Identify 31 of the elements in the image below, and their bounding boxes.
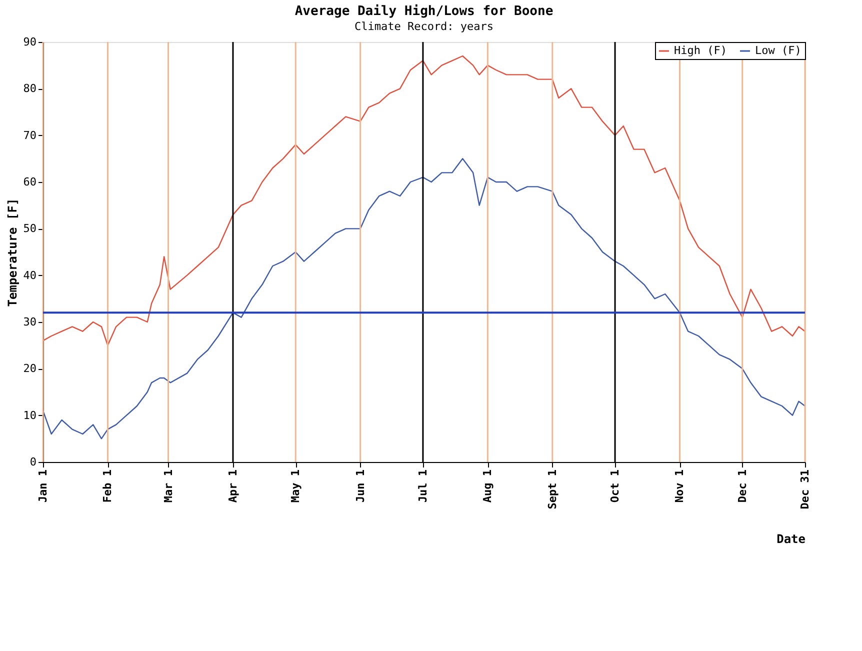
x-tick-label: Dec 31 [798, 469, 812, 510]
y-tick-label: 60 [23, 176, 36, 188]
x-tick-label: Feb 1 [101, 469, 114, 503]
y-tick-label: 30 [23, 316, 36, 328]
line-series [42, 55, 806, 346]
x-tick-label: Jul 1 [416, 469, 430, 503]
y-tick-label: 10 [23, 408, 36, 422]
y-axis-title: Temperature [F] [5, 198, 20, 307]
x-tick-label: Mar 1 [162, 469, 175, 503]
y-tick-label: 70 [23, 128, 36, 142]
x-tick-label: Aug 1 [481, 469, 494, 503]
x-tick-label: Apr 1 [226, 469, 240, 503]
x-axis-title: Date [776, 532, 806, 546]
line-series [42, 158, 806, 440]
x-tick-label: Sept 1 [546, 469, 559, 510]
legend-label: Low (F) [755, 44, 802, 57]
chart-title: Average Daily High/Lows for Boone [294, 4, 554, 19]
y-tick-label: 0 [30, 456, 36, 468]
y-tick-label: 50 [23, 222, 36, 236]
x-tick-label: Dec 1 [736, 469, 749, 503]
y-tick-label: 40 [23, 268, 36, 282]
y-tick-label: 80 [23, 82, 36, 96]
x-tick-label: Nov 1 [673, 469, 686, 503]
x-tick-label: Jun 1 [354, 469, 367, 503]
chart-subtitle: Climate Record: years [354, 20, 494, 33]
x-tick-label: May 1 [289, 469, 302, 503]
y-tick-label: 90 [23, 36, 36, 48]
y-tick-label: 20 [23, 362, 36, 376]
x-tick-label: Jan 1 [36, 469, 50, 503]
legend-label: High (F) [674, 44, 727, 57]
x-tick-label: Oct 1 [608, 469, 622, 503]
